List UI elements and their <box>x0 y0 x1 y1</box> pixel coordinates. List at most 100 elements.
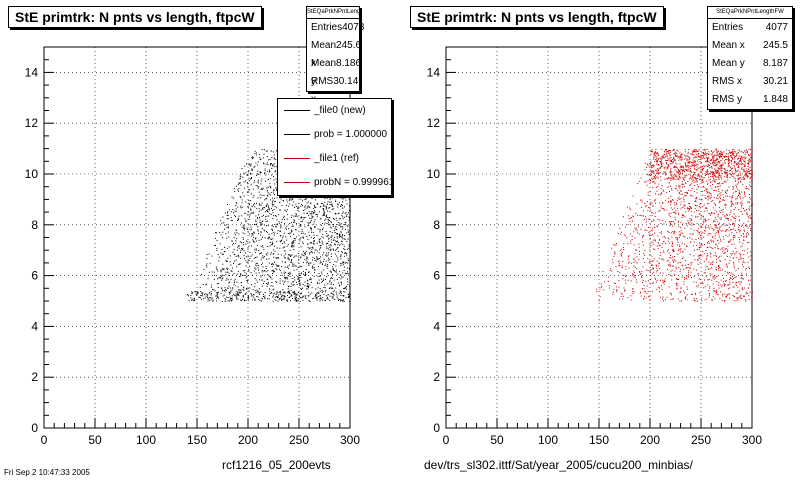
scatter-point <box>247 255 249 257</box>
scatter-point <box>227 267 229 269</box>
scatter-point <box>716 158 718 160</box>
scatter-point <box>684 243 686 245</box>
scatter-point <box>654 181 656 183</box>
scatter-point <box>632 215 634 217</box>
scatter-point <box>727 271 729 273</box>
scatter-point <box>261 252 262 254</box>
scatter-point <box>619 272 621 274</box>
scatter-point <box>689 161 691 163</box>
scatter-point <box>275 263 277 265</box>
scatter-point <box>624 290 626 292</box>
scatter-point <box>220 276 222 278</box>
scatter-point <box>267 298 268 300</box>
scatter-point <box>256 208 258 210</box>
scatter-point <box>286 267 288 268</box>
scatter-point <box>237 246 239 248</box>
scatter-point <box>209 299 211 301</box>
scatter-point <box>737 177 739 179</box>
scatter-point <box>323 208 325 210</box>
scatter-point <box>325 205 327 207</box>
scatter-point <box>652 243 654 245</box>
scatter-point <box>283 281 285 283</box>
scatter-point <box>752 204 753 206</box>
scatter-point <box>717 248 719 250</box>
scatter-point <box>648 231 650 233</box>
scatter-point <box>329 287 331 289</box>
scatter-point <box>689 178 691 180</box>
scatter-point <box>212 288 214 290</box>
scatter-point <box>271 204 273 206</box>
scatter-point <box>340 291 342 293</box>
scatter-point <box>331 278 333 279</box>
scatter-point <box>342 299 344 301</box>
scatter-point <box>198 296 200 298</box>
scatter-point <box>671 224 673 225</box>
scatter-point <box>670 221 672 223</box>
scatter-point <box>636 268 638 270</box>
scatter-point <box>727 162 729 164</box>
scatter-point <box>733 236 735 238</box>
scatter-point <box>665 171 667 173</box>
scatter-point <box>254 300 256 302</box>
scatter-point <box>660 161 662 163</box>
scatter-point <box>729 297 731 299</box>
scatter-point <box>205 295 207 297</box>
scatter-point <box>741 298 743 300</box>
scatter-point <box>715 254 717 256</box>
scatter-point <box>261 279 263 281</box>
scatter-point <box>342 295 344 296</box>
scatter-point <box>312 297 314 299</box>
scatter-point <box>665 242 667 244</box>
scatter-point <box>306 279 308 281</box>
scatter-point <box>698 277 700 279</box>
scatter-point <box>650 283 651 285</box>
scatter-point <box>685 182 687 184</box>
scatter-point <box>318 252 320 254</box>
scatter-point <box>612 259 614 261</box>
scatter-point <box>650 150 652 151</box>
scatter-point <box>260 180 262 182</box>
scatter-point <box>345 297 347 299</box>
scatter-point <box>675 176 677 178</box>
scatter-point <box>349 301 351 302</box>
scatter-point <box>315 199 317 201</box>
scatter-point <box>298 298 300 300</box>
scatter-point <box>244 233 246 235</box>
scatter-point <box>682 183 684 185</box>
scatter-point <box>679 171 681 173</box>
scatter-point <box>716 289 717 291</box>
scatter-point <box>246 163 247 165</box>
scatter-point <box>280 292 282 294</box>
scatter-point <box>311 251 313 253</box>
scatter-point <box>751 171 753 173</box>
scatter-point <box>227 218 229 220</box>
y-tick-label: 14 <box>25 65 39 79</box>
scatter-point <box>342 201 343 203</box>
scatter-point <box>652 233 653 235</box>
scatter-point <box>735 269 737 271</box>
scatter-point <box>651 221 653 223</box>
scatter-point <box>327 273 328 275</box>
scatter-point <box>686 159 688 161</box>
scatter-point <box>277 296 278 298</box>
scatter-point <box>667 152 669 154</box>
scatter-point <box>332 269 334 271</box>
scatter-point <box>657 164 659 165</box>
scatter-point <box>296 298 298 300</box>
scatter-point <box>273 163 275 165</box>
scatter-point <box>339 263 341 265</box>
scatter-point <box>336 293 337 295</box>
scatter-point <box>714 278 716 280</box>
scatter-point <box>735 198 737 200</box>
scatter-point <box>638 180 640 182</box>
scatter-point <box>719 185 721 187</box>
scatter-point <box>718 170 719 172</box>
scatter-point <box>698 176 700 178</box>
scatter-point <box>703 210 705 212</box>
scatter-point <box>642 244 644 246</box>
scatter-point <box>653 220 655 222</box>
scatter-point <box>255 152 257 154</box>
scatter-point <box>738 195 739 196</box>
scatter-point <box>649 173 650 175</box>
